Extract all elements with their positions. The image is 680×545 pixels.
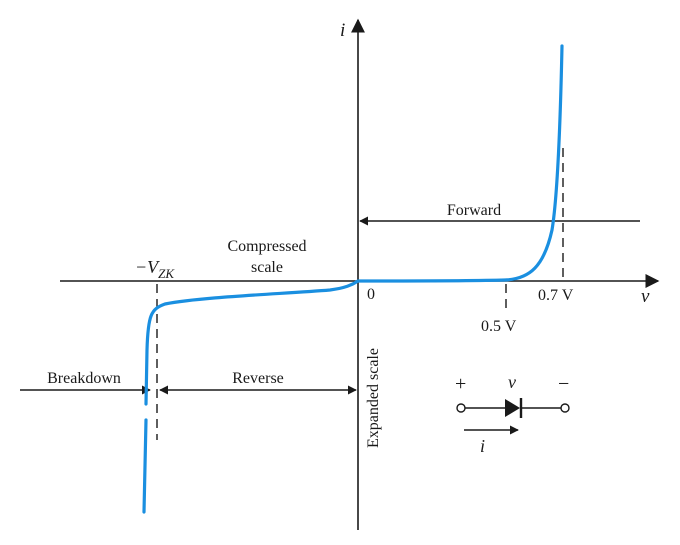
diode-anode-terminal <box>456 403 466 413</box>
diode-plus-label: + <box>455 373 466 395</box>
diode-current-label: i <box>480 436 485 456</box>
forward-label: Forward <box>447 202 501 219</box>
v05-label: 0.5 V <box>481 318 517 335</box>
x-axis-label: v <box>641 286 650 307</box>
reverse-label: Reverse <box>232 370 284 387</box>
diode-minus-label: − <box>558 373 569 395</box>
expanded-scale-label: Expanded scale <box>365 348 382 448</box>
diode-voltage-label: v <box>508 372 516 392</box>
compressed-scale-label-line2: scale <box>251 259 283 276</box>
vzk-label: −VZK <box>135 257 175 281</box>
compressed-scale-label-line1: Compressed <box>227 238 306 255</box>
v07-label: 0.7 V <box>538 287 574 304</box>
diode-symbol: + v − i <box>455 372 570 456</box>
diode-cathode-terminal <box>560 403 570 413</box>
y-axis-label: i <box>340 20 345 41</box>
diode-triangle <box>505 399 520 417</box>
origin-label: 0 <box>367 286 375 303</box>
iv-curve <box>142 44 564 514</box>
breakdown-label: Breakdown <box>47 370 121 387</box>
